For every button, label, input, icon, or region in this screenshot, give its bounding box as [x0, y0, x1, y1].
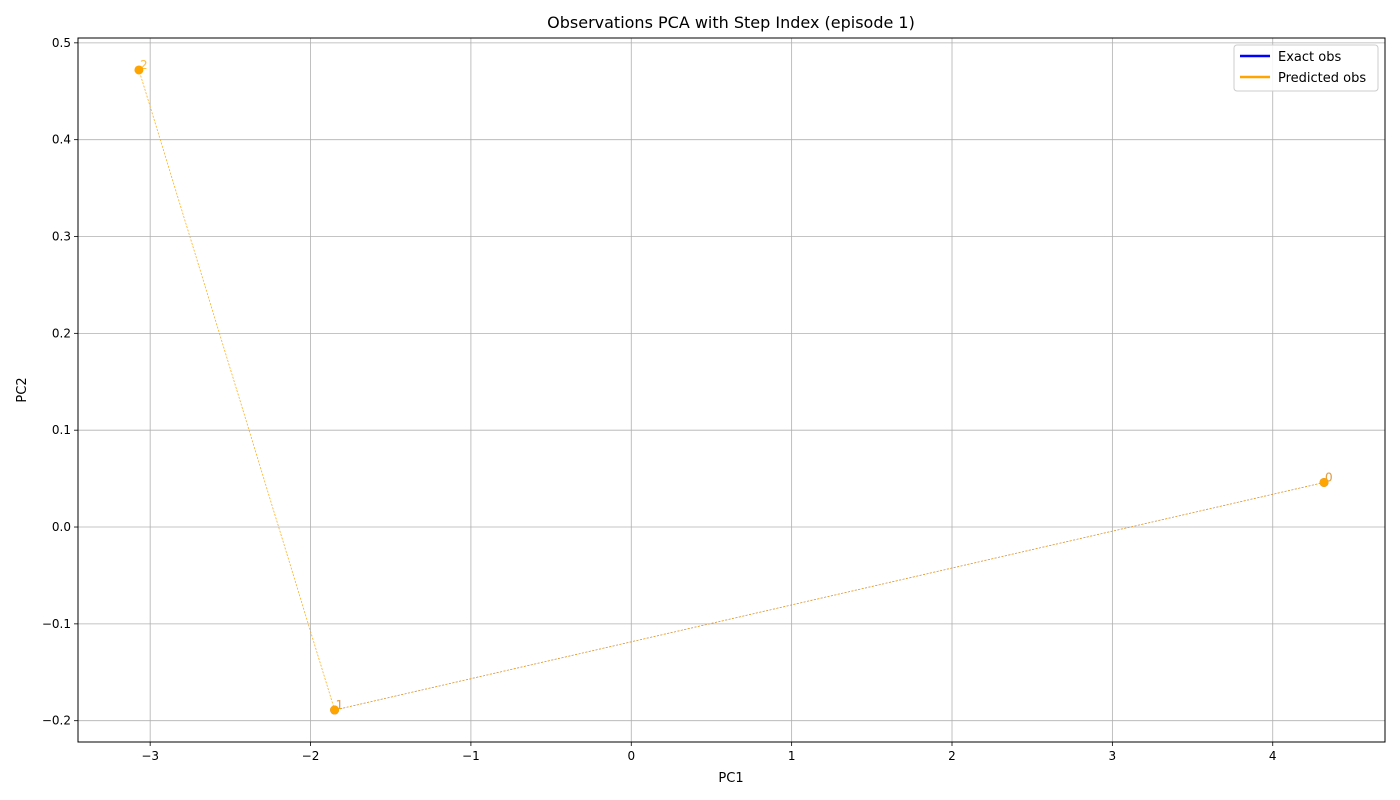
legend: Exact obs Predicted obs [1233, 44, 1379, 92]
step-index-label: 2 [140, 58, 148, 72]
data-point [134, 65, 144, 75]
x-tick-label: −2 [302, 749, 320, 763]
x-tick-label: 3 [1109, 749, 1117, 763]
series-predicted-obs: 012 [134, 58, 1333, 715]
x-tick-label: 0 [627, 749, 635, 763]
plot-area-frame [77, 37, 1386, 743]
x-axis-label: PC1 [718, 771, 743, 786]
step-index-label: 0 [1325, 470, 1333, 484]
series-exact-obs: 01 [330, 470, 1333, 715]
legend-label-predicted-obs: Predicted obs [1278, 71, 1366, 86]
axis-ticks: −3 −2 −1 0 1 2 3 4 −0.2 −0.1 0.0 0.1 0.2 0.3 0.4 0.5 [42, 36, 1277, 763]
y-tick-label: 0.4 [52, 133, 71, 147]
y-axis-label: PC2 [15, 377, 30, 402]
step-index-label: 0 [1325, 470, 1333, 484]
x-tick-label: −1 [462, 749, 480, 763]
y-tick-label: 0.5 [52, 36, 71, 50]
trajectory-segment [138, 69, 335, 711]
y-tick-label: 0.2 [52, 326, 71, 340]
y-tick-label: 0.1 [52, 423, 71, 437]
x-tick-label: 1 [788, 749, 796, 763]
trajectory-segment [334, 482, 1325, 711]
data-point [330, 705, 340, 715]
step-index-label: 1 [336, 698, 344, 712]
x-tick-label: 4 [1269, 749, 1277, 763]
y-tick-label: 0.0 [52, 520, 71, 534]
data-point [1319, 477, 1329, 487]
grid-lines [78, 38, 1385, 742]
y-tick-label: 0.3 [52, 230, 71, 244]
y-tick-label: −0.1 [42, 617, 71, 631]
chart-title: Observations PCA with Step Index (episod… [547, 13, 915, 32]
legend-label-exact-obs: Exact obs [1278, 50, 1341, 65]
x-tick-label: 2 [948, 749, 956, 763]
step-index-label: 1 [336, 698, 344, 712]
x-tick-label: −3 [141, 749, 159, 763]
y-tick-label: −0.2 [42, 714, 71, 728]
